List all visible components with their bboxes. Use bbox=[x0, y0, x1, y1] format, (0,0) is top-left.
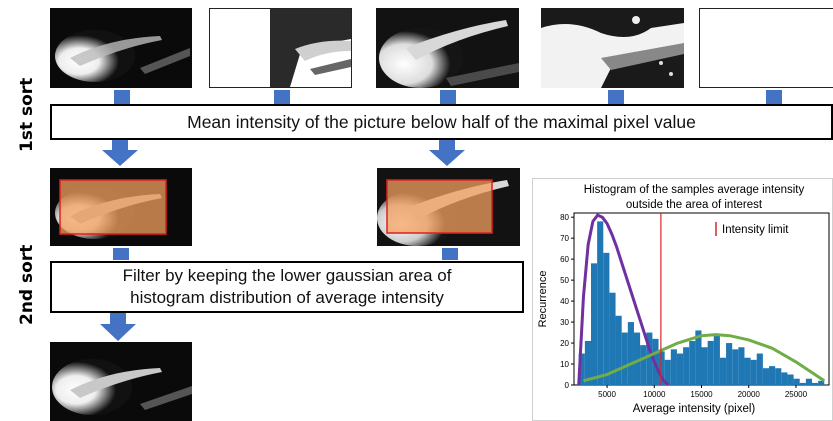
selected-frame-1-thumbnail bbox=[50, 168, 192, 246]
histogram-bar bbox=[615, 315, 622, 385]
y-tick-label: 70 bbox=[560, 234, 569, 243]
histogram-bar bbox=[787, 374, 794, 385]
histogram-bar bbox=[726, 343, 733, 385]
y-tick-label: 60 bbox=[560, 255, 569, 264]
connector-4 bbox=[608, 90, 624, 104]
selected-frame-2-thumbnail bbox=[377, 168, 520, 246]
down-arrow-1 bbox=[102, 140, 138, 166]
final-frame-thumbnail bbox=[50, 342, 192, 421]
histogram-bar bbox=[769, 366, 776, 385]
histogram-bar bbox=[578, 353, 585, 385]
y-axis-label: Recurrence bbox=[537, 271, 549, 328]
area-of-interest-overlay bbox=[59, 179, 167, 235]
connector-5 bbox=[766, 90, 782, 104]
histogram-bar bbox=[621, 332, 628, 385]
connector-2 bbox=[274, 90, 290, 104]
histogram-bar bbox=[670, 349, 677, 385]
chart-title-line-2: outside the area of interest bbox=[626, 199, 763, 211]
y-tick-label: 50 bbox=[560, 276, 569, 285]
histogram-bar bbox=[713, 334, 720, 385]
histogram-bar bbox=[793, 378, 800, 385]
histogram-bar bbox=[646, 332, 653, 385]
histogram-bar bbox=[584, 340, 591, 385]
histogram-bar bbox=[640, 345, 647, 385]
frame-2-thumbnail bbox=[209, 8, 352, 88]
down-arrow-2 bbox=[429, 140, 465, 166]
frame-5-thumbnail bbox=[699, 8, 833, 88]
histogram-bar bbox=[689, 340, 696, 385]
histogram-bar bbox=[732, 349, 739, 385]
legend-label: Intensity limit bbox=[722, 224, 789, 236]
area-of-interest-overlay bbox=[386, 179, 493, 234]
histogram-bar bbox=[658, 351, 665, 385]
histogram-bar bbox=[805, 378, 812, 385]
histogram-bar bbox=[701, 347, 708, 385]
histogram-bar bbox=[756, 353, 763, 385]
histogram-bar bbox=[775, 368, 782, 385]
first-sort-criterion-text: Mean intensity of the picture below half… bbox=[187, 111, 696, 132]
histogram-bar bbox=[633, 332, 641, 385]
histogram-bar bbox=[812, 382, 819, 385]
connector-3 bbox=[440, 90, 456, 104]
lower-gaussian-curve bbox=[577, 213, 670, 387]
y-tick-label: 0 bbox=[565, 381, 570, 390]
x-tick-label: 20000 bbox=[738, 390, 761, 399]
second-sort-label: 2nd sort bbox=[17, 244, 37, 325]
y-tick-label: 30 bbox=[560, 318, 569, 327]
y-tick-label: 40 bbox=[560, 297, 569, 306]
histogram-bar bbox=[818, 380, 825, 385]
first-sort-label: 1st sort bbox=[17, 77, 37, 152]
frame-1-thumbnail bbox=[50, 8, 192, 88]
histogram-bar bbox=[603, 252, 610, 385]
connector-7 bbox=[442, 248, 458, 260]
histogram-bar bbox=[707, 340, 714, 385]
second-sort-criterion-line-1: Filter by keeping the lower gaussian are… bbox=[122, 266, 452, 285]
histogram-bar bbox=[750, 359, 757, 385]
chart-title-line-1: Histogram of the samples average intensi… bbox=[584, 184, 805, 196]
histogram-bar bbox=[781, 372, 788, 385]
frame-3-thumbnail bbox=[376, 8, 519, 88]
histogram-bar bbox=[762, 368, 770, 385]
connector-1 bbox=[114, 90, 130, 104]
histogram-bar bbox=[664, 359, 671, 385]
x-axis-label: Average intensity (pixel) bbox=[633, 403, 756, 415]
histogram-bar bbox=[744, 357, 751, 385]
x-tick-label: 25000 bbox=[785, 390, 808, 399]
histogram-bar bbox=[609, 292, 616, 385]
histogram-bar bbox=[627, 322, 634, 385]
histogram-bar bbox=[738, 347, 745, 385]
histogram-bar bbox=[591, 263, 598, 385]
upper-gaussian-curve bbox=[583, 333, 826, 383]
x-tick-label: 15000 bbox=[690, 390, 713, 399]
histogram-bar bbox=[676, 353, 684, 385]
down-arrow-3 bbox=[100, 313, 136, 341]
connector-6 bbox=[113, 248, 129, 260]
histogram-bar bbox=[597, 221, 604, 385]
histogram-bar bbox=[799, 382, 806, 385]
histogram-bar bbox=[695, 330, 702, 385]
x-tick-label: 10000 bbox=[643, 390, 666, 399]
intensity-histogram: Histogram of the samples average intensi… bbox=[532, 178, 833, 421]
second-sort-criterion-box: Filter by keeping the lower gaussian are… bbox=[50, 261, 524, 313]
histogram-bar bbox=[719, 357, 727, 385]
frame-4-thumbnail bbox=[541, 8, 684, 88]
y-tick-label: 80 bbox=[560, 213, 569, 222]
first-sort-criterion-box: Mean intensity of the picture below half… bbox=[50, 104, 833, 140]
y-tick-label: 20 bbox=[560, 339, 569, 348]
y-tick-label: 10 bbox=[560, 360, 569, 369]
x-tick-label: 5000 bbox=[598, 390, 616, 399]
histogram-bar bbox=[683, 347, 690, 385]
second-sort-criterion-line-2: histogram distribution of average intens… bbox=[130, 288, 444, 307]
